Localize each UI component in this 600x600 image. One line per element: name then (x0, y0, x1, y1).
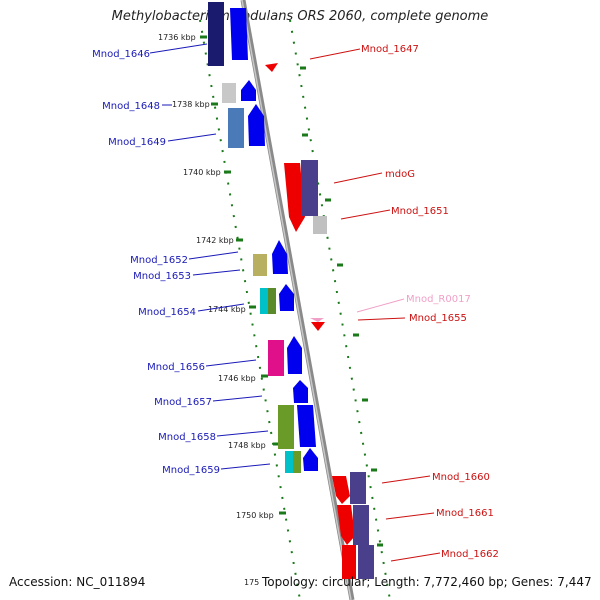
gene-label[interactable]: Mnod_1654 (138, 307, 196, 318)
kbp-label-partial: 175 (244, 578, 259, 587)
cds-arrow[interactable] (293, 380, 308, 403)
gene-label[interactable]: Mnod_1651 (391, 206, 449, 217)
gene-label[interactable]: Mnod_1656 (147, 362, 205, 373)
kbp-label: 1742 kbp (196, 236, 234, 245)
gene-box[interactable] (278, 405, 294, 449)
map-title: Methylobacterium nodulans ORS 2060, comp… (111, 9, 489, 24)
cds-arrow[interactable] (332, 476, 350, 504)
genome-summary: Topology: circular; Length: 7,772,460 bp… (262, 575, 592, 589)
cds-arrow[interactable] (241, 80, 256, 101)
right-gene-labels: Mnod_1647 mdoG Mnod_1651 Mnod_R0017 Mnod… (361, 44, 499, 560)
left-gene-labels: Mnod_1646 Mnod_1648 Mnod_1649 Mnod_1652 … (92, 49, 220, 476)
gene-box[interactable] (260, 288, 268, 314)
cds-arrow[interactable] (311, 322, 325, 331)
gene-box[interactable] (358, 545, 374, 579)
right-leaders (309, 48, 441, 562)
gene-label[interactable]: Mnod_1652 (130, 255, 188, 266)
leader-line (390, 552, 441, 562)
gene-box[interactable] (353, 505, 369, 545)
kbp-label: 1736 kbp (158, 33, 196, 42)
gene-box[interactable] (301, 160, 318, 216)
cds-arrow[interactable] (272, 240, 288, 274)
leader-line (205, 359, 257, 367)
gene-box[interactable] (342, 545, 356, 579)
gene-label[interactable]: Mnod_1646 (92, 49, 150, 60)
rna-leader-line (356, 298, 405, 313)
gene-label[interactable]: Mnod_1649 (108, 137, 166, 148)
gene-label[interactable]: mdoG (385, 169, 415, 180)
gene-box[interactable] (268, 340, 284, 376)
gene-box[interactable] (222, 83, 236, 103)
leader-line (167, 133, 217, 142)
gene-label[interactable]: Mnod_1661 (436, 508, 494, 519)
cds-arrow[interactable] (284, 163, 305, 232)
leader-line (309, 48, 361, 60)
kbp-label: 1744 kbp (208, 305, 246, 314)
leader-line (216, 430, 269, 437)
cds-arrow[interactable] (248, 104, 265, 146)
gene-box[interactable] (208, 2, 224, 66)
gene-label[interactable]: Mnod_1659 (162, 465, 220, 476)
leader-line (385, 512, 435, 520)
leader-line (149, 43, 208, 54)
gene-label[interactable]: Mnod_1655 (409, 313, 467, 324)
gene-box[interactable] (293, 451, 301, 473)
cds-arrow[interactable] (287, 336, 302, 374)
kbp-ticks (200, 35, 383, 547)
gene-label[interactable]: Mnod_1662 (441, 549, 499, 560)
cds-arrow[interactable] (279, 284, 294, 311)
leader-line (192, 269, 241, 276)
gene-label[interactable]: Mnod_1658 (158, 432, 216, 443)
cds-arrow[interactable] (297, 405, 316, 447)
leader-line (212, 395, 263, 402)
left-strand-features (208, 2, 318, 473)
leader-line (381, 475, 431, 484)
genome-backbone-highlight (241, 0, 352, 600)
right-strand-features (265, 63, 374, 579)
kbp-label: 1750 kbp (236, 511, 274, 520)
leader-line (188, 251, 239, 260)
cds-arrow[interactable] (303, 448, 318, 471)
left-leaders (149, 43, 271, 470)
kbp-label: 1746 kbp (218, 374, 256, 383)
kbp-label: 1740 kbp (183, 168, 221, 177)
gene-box[interactable] (253, 254, 267, 276)
leader-line (333, 172, 383, 184)
gene-label[interactable]: Mnod_1647 (361, 44, 419, 55)
cds-arrow[interactable] (337, 505, 355, 545)
gene-label-rna[interactable]: Mnod_R0017 (406, 294, 471, 305)
kbp-label: 1738 kbp (172, 100, 210, 109)
gene-box[interactable] (228, 108, 244, 148)
accession-label: Accession: NC_011894 (9, 575, 146, 589)
leader-line (220, 463, 271, 470)
cds-arrow[interactable] (230, 8, 248, 60)
gene-label[interactable]: Mnod_1660 (432, 472, 490, 483)
rna-arrow[interactable] (310, 318, 324, 322)
gene-label[interactable]: Mnod_1648 (102, 101, 160, 112)
cds-arrow[interactable] (265, 63, 278, 72)
gene-box[interactable] (285, 451, 293, 473)
gene-box[interactable] (350, 472, 366, 504)
gene-box[interactable] (268, 288, 276, 314)
leader-line (357, 317, 406, 321)
kbp-label: 1748 kbp (228, 441, 266, 450)
genome-backbone (240, 0, 355, 600)
gene-box[interactable] (313, 216, 327, 234)
gene-label[interactable]: Mnod_1653 (133, 271, 191, 282)
leader-line (340, 209, 391, 220)
leader-line (197, 303, 245, 312)
gene-label[interactable]: Mnod_1657 (154, 397, 212, 408)
